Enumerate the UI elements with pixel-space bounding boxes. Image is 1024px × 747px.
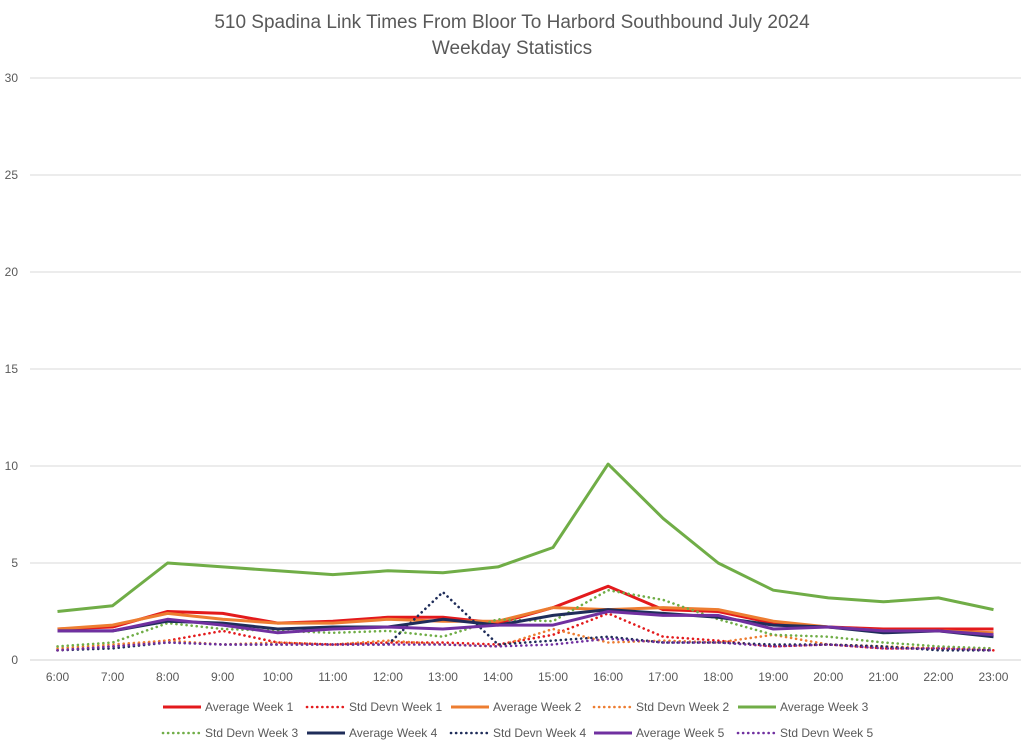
chart-title: 510 Spadina Link Times From Bloor To Har…	[214, 12, 810, 33]
x-tick-label-0: 6:00	[46, 670, 70, 684]
x-tick-label-13: 19:00	[758, 670, 788, 684]
x-tick-label-16: 22:00	[923, 670, 953, 684]
y-tick-label-25: 25	[5, 168, 19, 182]
x-tick-label-17: 23:00	[978, 670, 1008, 684]
series-line-std-devn-week-5	[56, 637, 995, 652]
x-tick-label-4: 10:00	[263, 670, 293, 684]
x-tick-label-11: 17:00	[648, 670, 678, 684]
x-tick-label-8: 14:00	[483, 670, 513, 684]
x-tick-label-15: 21:00	[868, 670, 898, 684]
y-tick-label-5: 5	[11, 556, 18, 570]
chart-subtitle: Weekday Statistics	[432, 38, 592, 59]
legend-label-std-devn-week-3: Std Devn Week 3	[205, 726, 298, 740]
series-line-std-devn-week-4	[56, 590, 995, 652]
legend-label-average-week-2: Average Week 2	[493, 700, 582, 714]
legend-label-average-week-1: Average Week 1	[205, 700, 294, 714]
x-tick-label-14: 20:00	[813, 670, 843, 684]
x-tick-label-5: 11:00	[318, 670, 347, 684]
x-tick-label-1: 7:00	[101, 670, 125, 684]
series-line-std-devn-week-1	[56, 612, 995, 652]
legend: Average Week 1 Std Devn Week 1 Average Wee…	[161, 700, 873, 740]
x-tick-label-12: 18:00	[703, 670, 733, 684]
y-tick-label-10: 10	[5, 459, 19, 473]
legend-label-std-devn-week-4: Std Devn Week 4	[493, 726, 586, 740]
series-line-average-week-3	[57, 462, 994, 613]
legend-label-std-devn-week-5: Std Devn Week 5	[780, 726, 873, 740]
x-tick-label-3: 9:00	[211, 670, 235, 684]
y-tick-label-15: 15	[5, 362, 19, 376]
y-tick-label-30: 30	[5, 71, 19, 85]
x-tick-label-2: 8:00	[156, 670, 180, 684]
legend-label-average-week-5: Average Week 5	[636, 726, 725, 740]
gridlines	[30, 77, 1021, 661]
x-tick-label-7: 13:00	[428, 670, 458, 684]
y-tick-label-0: 0	[11, 653, 18, 667]
x-axis: 6:00 7:00 8:00 9:00 10:00 11:00 12:00 13:00 14:0…	[46, 670, 1009, 684]
x-tick-label-9: 15:00	[538, 670, 568, 684]
legend-label-std-devn-week-1: Std Devn Week 1	[349, 700, 442, 714]
legend-label-std-devn-week-2: Std Devn Week 2	[636, 700, 729, 714]
x-tick-label-6: 12:00	[373, 670, 403, 684]
y-tick-label-20: 20	[5, 265, 19, 279]
legend-label-average-week-4: Average Week 4	[349, 726, 438, 740]
series-line-average-week-5	[57, 610, 994, 637]
y-axis: 0 5 10 15 20 25 30	[5, 71, 19, 667]
series-group	[56, 462, 995, 652]
x-tick-label-10: 16:00	[593, 670, 623, 684]
legend-label-average-week-3: Average Week 3	[780, 700, 869, 714]
